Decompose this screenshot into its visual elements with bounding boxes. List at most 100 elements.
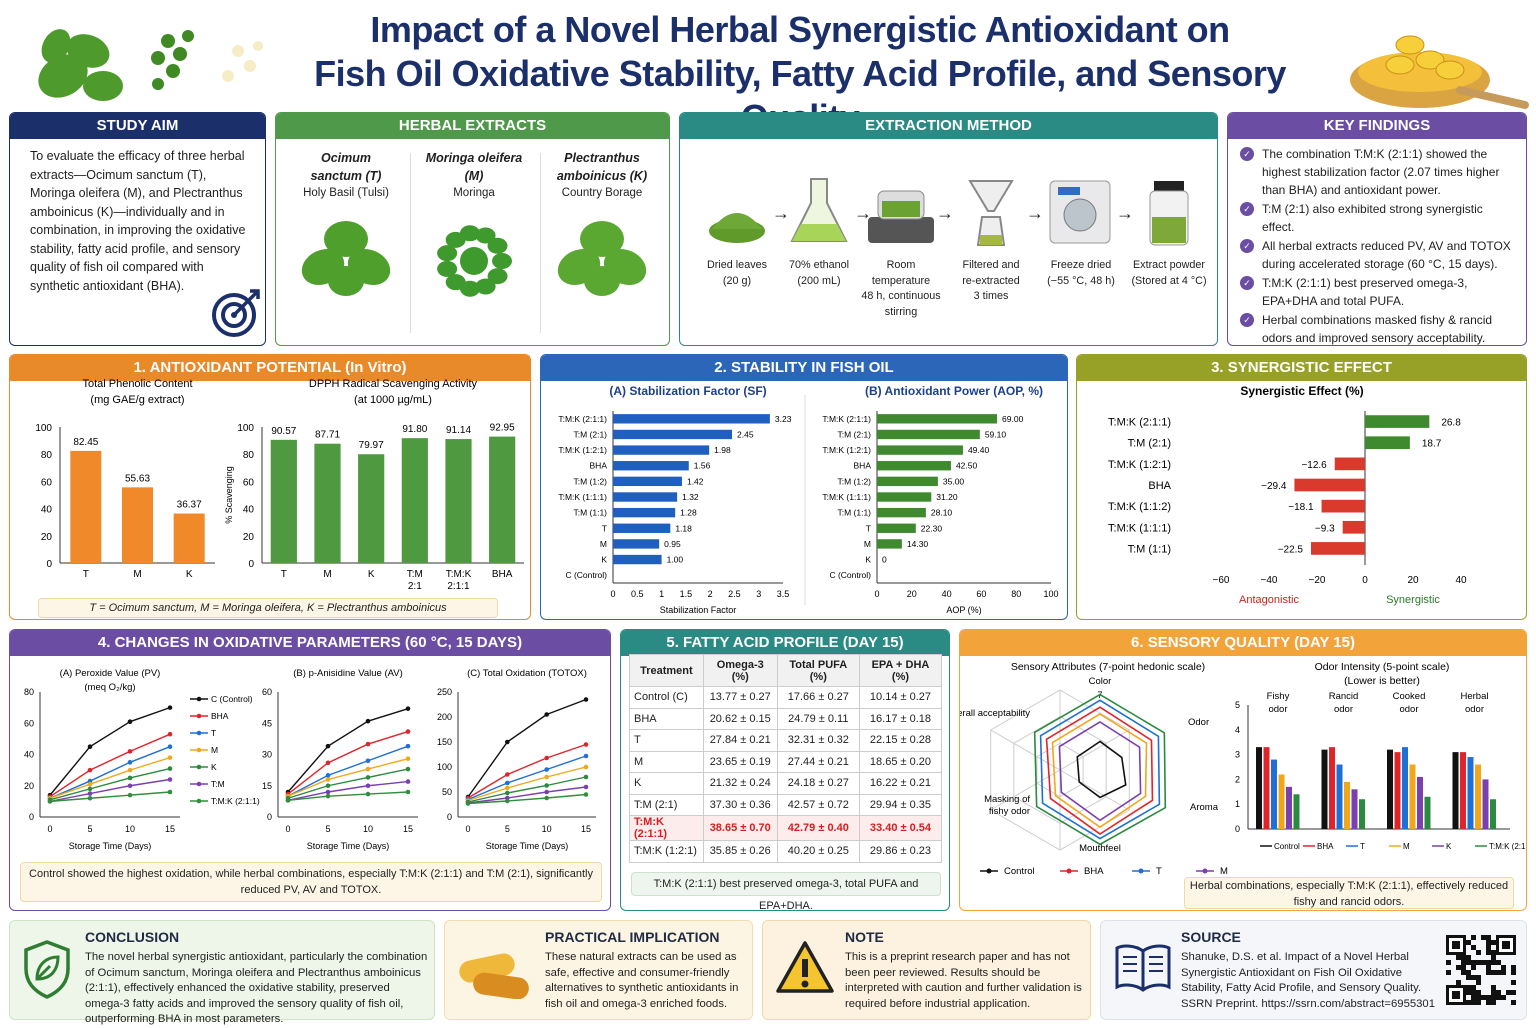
data-point (167, 705, 173, 710)
legend-label: Control (1274, 842, 1300, 851)
stability-panel: 2. STABILITY IN FISH OIL (A) Stabilizati… (540, 354, 1068, 620)
chart-title: (A) Peroxide Value (PV) (60, 668, 161, 679)
legend-label: M (211, 745, 218, 755)
y-tick-label: 0 (248, 559, 254, 570)
data-point (285, 798, 291, 803)
data-point (87, 791, 93, 796)
data-point (505, 798, 510, 804)
x-tick-label: 3.5 (777, 589, 790, 599)
data-point (87, 767, 93, 773)
data-label: 0.95 (664, 539, 681, 549)
implication-text: These natural extracts can be used as sa… (545, 951, 739, 1010)
data-point (87, 786, 93, 792)
extraction-step: Extract powder (Stored at 4 °C) (1126, 169, 1212, 289)
qr-finder (1446, 935, 1466, 955)
x-tick-label: 0.5 (631, 589, 644, 599)
step-label: (−55 °C, 48 h) (1047, 274, 1115, 287)
check-circle-icon: ✓ (1240, 276, 1254, 290)
radar-axis-label: Mouthfeel (1079, 843, 1121, 854)
y-tick-label: 80 (24, 687, 34, 697)
qr-module (1446, 970, 1451, 975)
arrow-right-icon: → (1116, 203, 1134, 223)
conclusion-text: The novel herbal synergistic antioxidant… (85, 951, 428, 1025)
qr-module (1491, 955, 1496, 960)
y-tick-label: 40 (24, 750, 34, 760)
implication-box: PRACTICAL IMPLICATION These natural extra… (444, 920, 753, 1020)
series-line (287, 745, 409, 797)
qr-module (1491, 970, 1496, 975)
key-findings-header: KEY FINDINGS (1228, 113, 1526, 139)
category-label: BHA (590, 461, 608, 471)
table-cell: 38.65 ± 0.70 (702, 815, 778, 841)
table-row: T:M (2:1) 37.30 ± 0.36 42.57 ± 0.72 29.94 ±… (629, 793, 943, 816)
bar (1293, 794, 1300, 829)
table-cell: 35.85 ± 0.26 (702, 840, 778, 863)
category-label: T:M:K (1:1:1) (1108, 522, 1171, 534)
y-tick-label: 0 (46, 559, 52, 570)
table-cell: 16.17 ± 0.18 (858, 707, 943, 730)
data-label: 59.10 (985, 429, 1007, 439)
data-point (167, 789, 173, 795)
table-header: EPA + DHA (%) (858, 654, 943, 687)
chart-title: (B) p-Anisidine Value (AV) (293, 668, 402, 679)
legend-marker (196, 764, 202, 770)
warning-icon (776, 941, 834, 993)
data-point (505, 772, 510, 777)
note-heading: NOTE (845, 929, 884, 945)
data-label: −29.4 (1261, 481, 1287, 492)
data-label: 22.30 (921, 523, 943, 533)
y-tick-label: 3 (1235, 750, 1240, 760)
bar (1359, 799, 1365, 829)
table-cell: 17.66 ± 0.27 (776, 686, 860, 709)
chart-title: Sensory Attributes (7-point hedonic scal… (1011, 661, 1205, 673)
fatty-acid-header: 5. FATTY ACID PROFILE (DAY 15) (621, 630, 949, 656)
data-point (405, 756, 411, 761)
qr-module (1471, 975, 1476, 980)
data-point (127, 783, 133, 789)
data-point (583, 753, 589, 759)
table-cell: 29.94 ± 0.35 (858, 793, 943, 816)
series-line (287, 791, 409, 802)
legend-label: T (211, 728, 216, 738)
key-findings-panel: KEY FINDINGS ✓ The combination T:M:K (2:1… (1227, 112, 1527, 346)
extraction-step: Filtered and re-extracted 3 times (948, 169, 1034, 305)
chart-title: (A) Stabilization Factor (SF) (609, 384, 766, 398)
herbal-extracts-panel: HERBAL EXTRACTS Ocimum sanctum (T) Holy B… (275, 112, 670, 346)
stability-header: 2. STABILITY IN FISH OIL (541, 355, 1067, 381)
series-line (49, 756, 171, 799)
chart-title: (C) Total Oxidation (TOTOX) (467, 668, 587, 679)
data-label: 87.71 (315, 430, 340, 441)
category-label: BHA (1148, 480, 1171, 492)
category-label: T:M:K (1:2:1) (1108, 459, 1171, 471)
data-point (87, 744, 93, 749)
bar (877, 414, 998, 424)
data-point (325, 789, 331, 795)
bar (173, 513, 205, 563)
bar (1321, 749, 1328, 829)
chart-title: Odor Intensity (5-point scale) (1315, 661, 1450, 673)
series-line (467, 698, 587, 798)
synergy-header: 3. SYNERGISTIC EFFECT (1077, 355, 1526, 381)
qr-module (1476, 960, 1481, 965)
bar (877, 461, 951, 471)
qr-code-icon[interactable] (1446, 935, 1516, 1005)
bar (1452, 752, 1459, 829)
data-label: −12.6 (1301, 460, 1327, 471)
qr-module (1486, 935, 1491, 940)
legend-marker (1202, 868, 1208, 874)
series-line (287, 768, 409, 799)
table-cell: 42.79 ± 0.40 (776, 815, 860, 841)
qr-module (1501, 965, 1506, 970)
qr-module (1461, 965, 1466, 970)
qr-module (1481, 935, 1486, 940)
legend-label: Control (1004, 866, 1035, 877)
category-label: T:M (2:1) (1128, 438, 1171, 450)
x-tick-label: 10 (363, 824, 373, 834)
chart-title: DPPH Radical Scavenging Activity (309, 378, 478, 390)
data-point (47, 799, 53, 804)
step-label: Room temperature (871, 259, 931, 287)
table-cell: 32.31 ± 0.32 (776, 729, 860, 752)
series-line (49, 791, 171, 803)
qr-module (1481, 995, 1486, 1000)
qr-module (1496, 970, 1501, 975)
